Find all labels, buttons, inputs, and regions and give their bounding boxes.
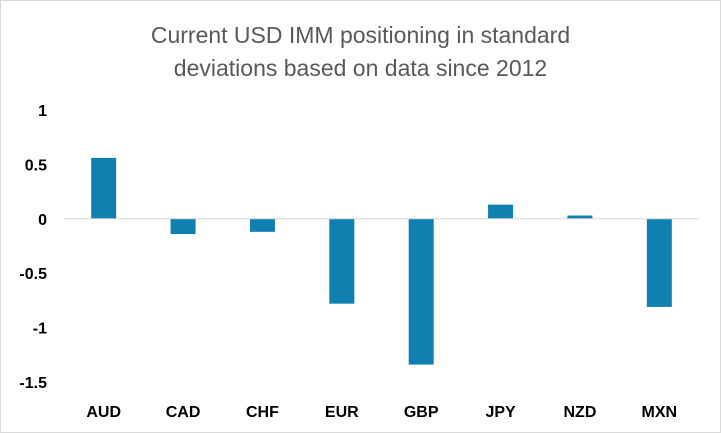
x-tick-label: MXN [642,404,678,421]
y-tick-label: -1.5 [19,375,47,392]
y-tick-label: -1 [33,321,47,338]
x-tick-label: AUD [86,404,121,421]
x-tick-label: GBP [404,404,439,421]
y-tick-label: 0.5 [25,157,47,174]
chart-title: Current USD IMM positioning in standard … [1,19,720,85]
bar-jpy [488,204,514,219]
bar-cad [170,218,196,235]
x-tick-label: CHF [246,404,279,421]
y-tick-label: -0.5 [19,266,47,283]
chart-title-line-1: Current USD IMM positioning in standard [150,22,571,48]
x-tick-label: CAD [166,404,201,421]
bar-gbp [408,218,434,365]
bar-chf [249,218,275,232]
y-tick-label: 1 [38,103,47,120]
bar-aud [91,157,117,219]
bar-eur [329,218,355,304]
bar-nzd [567,215,593,219]
x-tick-label: JPY [485,404,516,421]
x-tick-label: EUR [325,404,359,421]
x-tick-label: NZD [563,404,596,421]
chart-title-line-2: deviations based on data since 2012 [173,55,548,81]
bar-mxn [646,218,672,307]
y-tick-label: 0 [38,212,47,229]
